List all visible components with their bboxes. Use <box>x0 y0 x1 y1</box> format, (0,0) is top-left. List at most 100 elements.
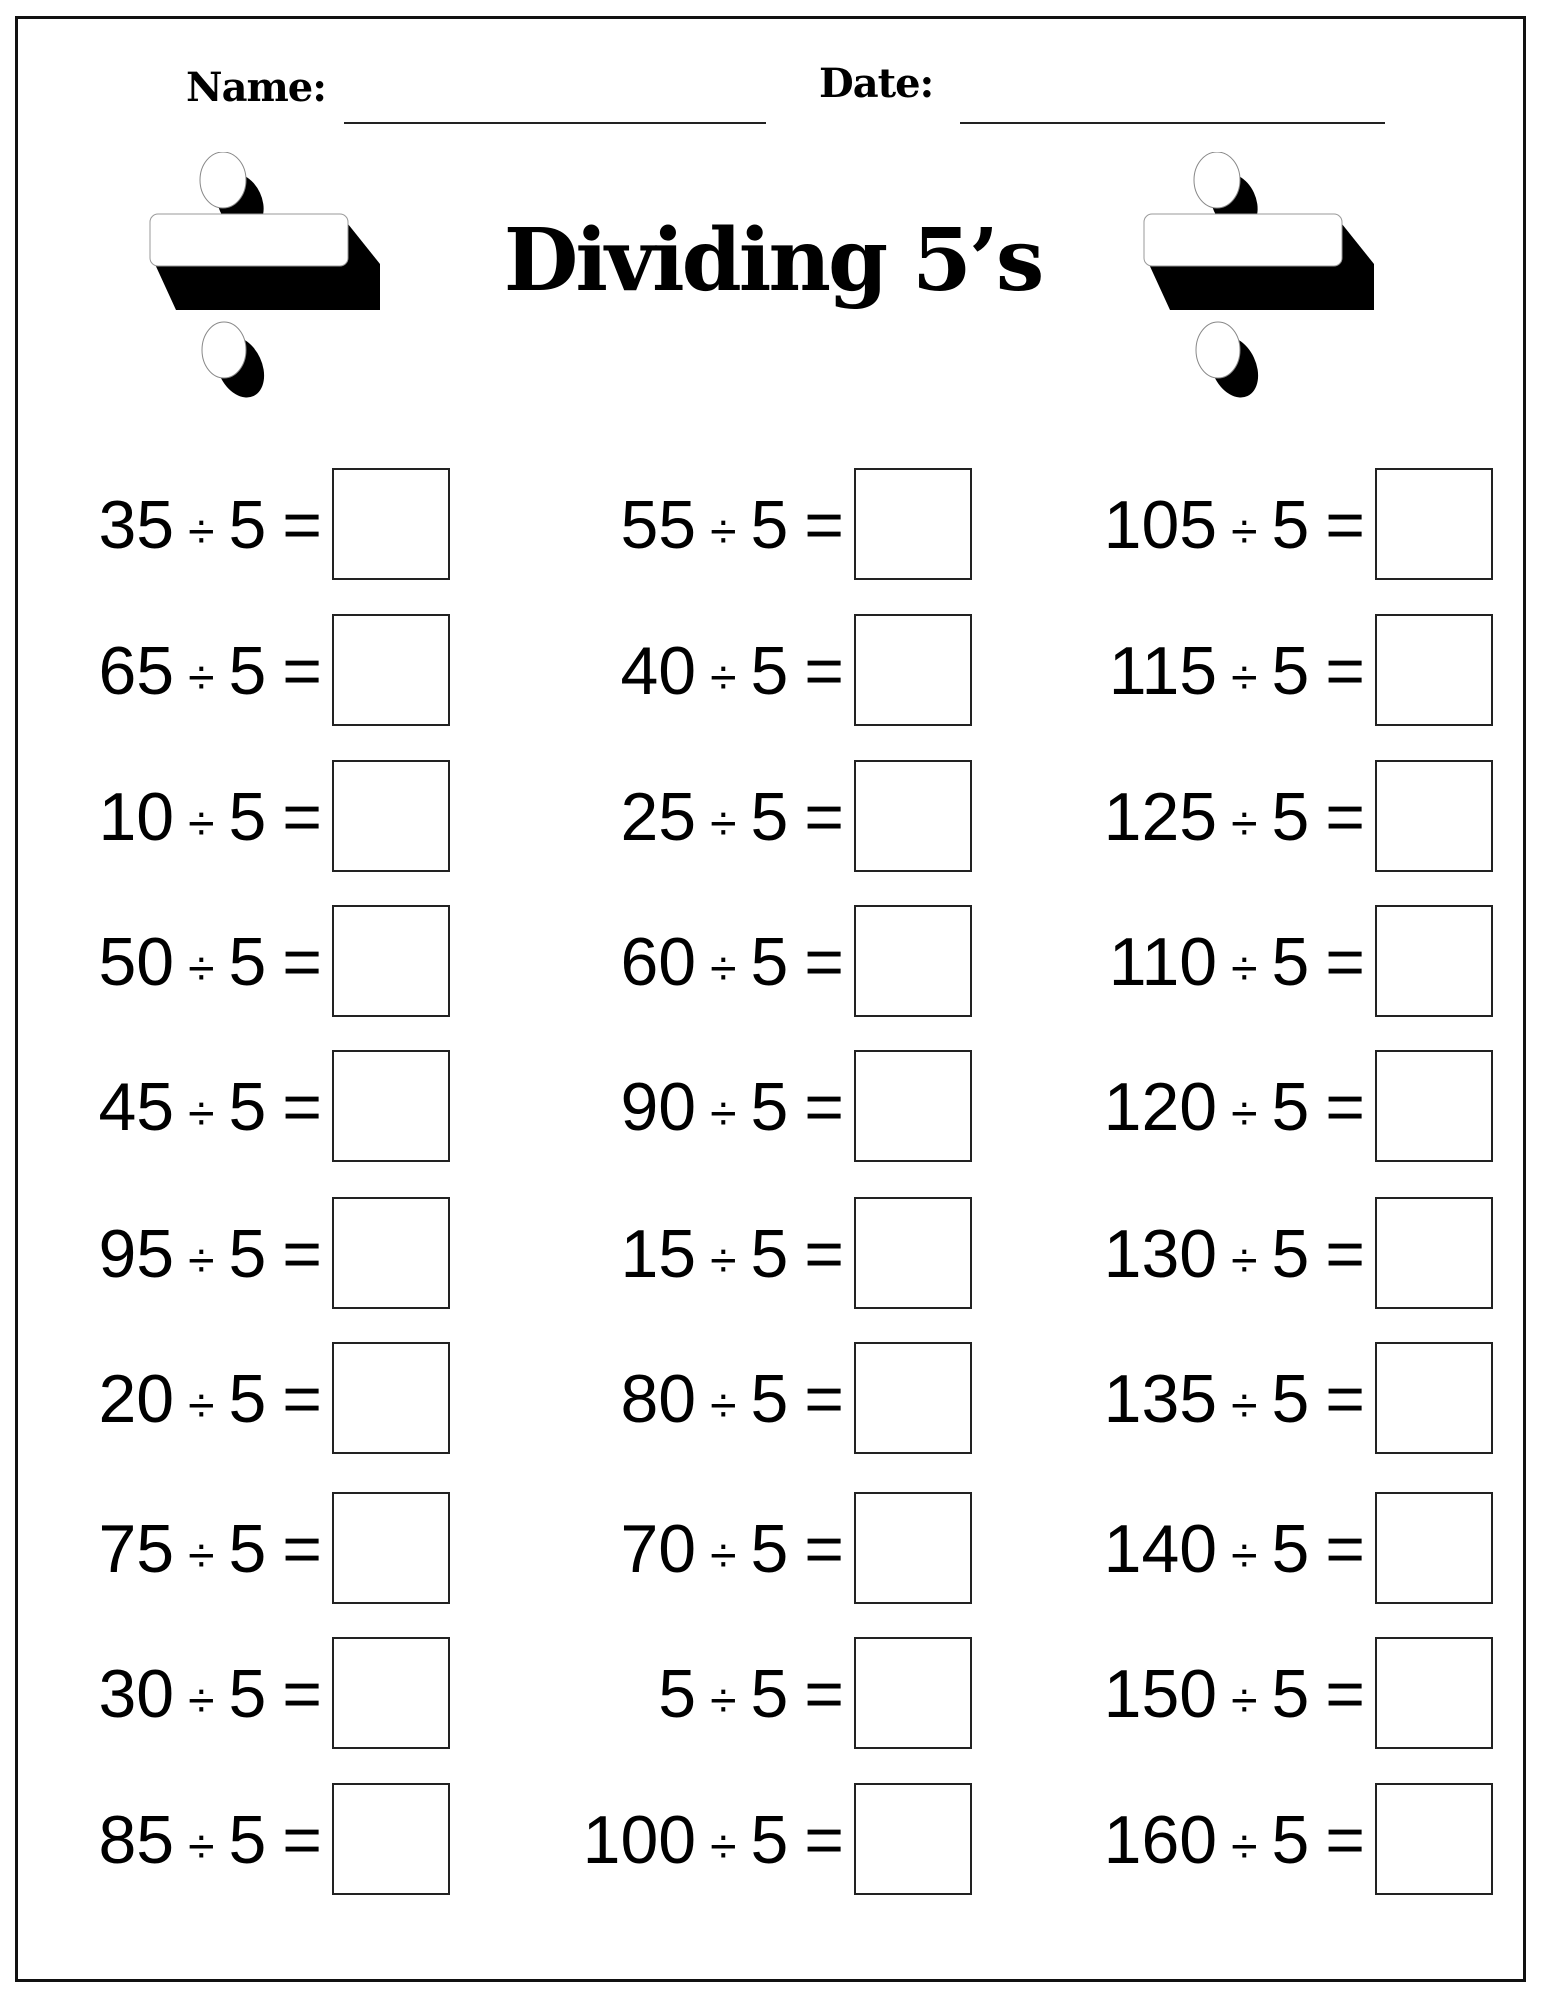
equals-sign: = <box>804 779 844 855</box>
answer-box[interactable] <box>854 905 972 1017</box>
equals-sign: = <box>282 779 322 855</box>
divide-sign: ÷ <box>710 1380 737 1433</box>
divisor: 5 <box>228 1656 267 1732</box>
divide-sign: ÷ <box>1231 652 1258 705</box>
dividend: 80 <box>620 1361 697 1437</box>
divisor: 5 <box>1271 1511 1310 1587</box>
answer-box[interactable] <box>332 760 450 872</box>
equals-sign: = <box>282 1656 322 1732</box>
dividend: 5 <box>658 1656 697 1732</box>
problem-item: 65 ÷ 5 = <box>10 614 450 728</box>
equals-sign: = <box>804 1069 844 1145</box>
dividend: 20 <box>98 1361 175 1437</box>
equals-sign: = <box>1325 779 1365 855</box>
answer-box[interactable] <box>1375 1492 1493 1604</box>
divide-sign: ÷ <box>710 506 737 559</box>
divide-sign: ÷ <box>1231 1530 1258 1583</box>
answer-box[interactable] <box>854 1342 972 1454</box>
answer-box[interactable] <box>854 1637 972 1749</box>
divide-sign: ÷ <box>1231 506 1258 559</box>
problem-item: 5 ÷ 5 = <box>532 1637 972 1751</box>
answer-box[interactable] <box>854 468 972 580</box>
equals-sign: = <box>804 1216 844 1292</box>
equals-sign: = <box>1325 1361 1365 1437</box>
answer-box[interactable] <box>332 1492 450 1604</box>
answer-box[interactable] <box>1375 1342 1493 1454</box>
divisor: 5 <box>750 1511 789 1587</box>
divisor: 5 <box>228 924 267 1000</box>
equals-sign: = <box>282 1216 322 1292</box>
dividend: 115 <box>1108 633 1218 709</box>
divide-sign: ÷ <box>1231 943 1258 996</box>
dividend: 40 <box>620 633 697 709</box>
problem-item: 100 ÷ 5 = <box>532 1783 972 1897</box>
answer-box[interactable] <box>854 614 972 726</box>
answer-box[interactable] <box>1375 468 1493 580</box>
problem-expression: 25 ÷ 5 = <box>620 778 844 856</box>
dividend: 45 <box>98 1069 175 1145</box>
answer-box[interactable] <box>332 1197 450 1309</box>
divide-sign: ÷ <box>188 1821 215 1874</box>
answer-box[interactable] <box>854 760 972 872</box>
divisor: 5 <box>750 487 789 563</box>
answer-box[interactable] <box>854 1050 972 1162</box>
dividend: 90 <box>620 1069 697 1145</box>
date-field[interactable] <box>960 122 1385 124</box>
problem-expression: 30 ÷ 5 = <box>98 1655 322 1733</box>
problem-expression: 75 ÷ 5 = <box>98 1510 322 1588</box>
answer-box[interactable] <box>332 1342 450 1454</box>
divisor: 5 <box>1271 1361 1310 1437</box>
equals-sign: = <box>804 924 844 1000</box>
divisor: 5 <box>228 1069 267 1145</box>
answer-box[interactable] <box>332 1783 450 1895</box>
answer-box[interactable] <box>1375 1783 1493 1895</box>
equals-sign: = <box>282 1802 322 1878</box>
dividend: 70 <box>620 1511 697 1587</box>
answer-box[interactable] <box>332 468 450 580</box>
divide-sign: ÷ <box>188 1675 215 1728</box>
equals-sign: = <box>282 1511 322 1587</box>
problem-item: 45 ÷ 5 = <box>10 1050 450 1164</box>
answer-box[interactable] <box>332 1637 450 1749</box>
dividend: 75 <box>98 1511 175 1587</box>
problem-item: 110 ÷ 5 = <box>1053 905 1493 1019</box>
divisor: 5 <box>1271 633 1310 709</box>
problem-expression: 40 ÷ 5 = <box>620 632 844 710</box>
divide-sign: ÷ <box>710 798 737 851</box>
name-label: Name: <box>186 64 327 111</box>
equals-sign: = <box>804 1511 844 1587</box>
answer-box[interactable] <box>1375 1050 1493 1162</box>
problem-expression: 150 ÷ 5 = <box>1104 1655 1365 1733</box>
problem-item: 30 ÷ 5 = <box>10 1637 450 1751</box>
problem-item: 115 ÷ 5 = <box>1053 614 1493 728</box>
problem-expression: 20 ÷ 5 = <box>98 1360 322 1438</box>
equals-sign: = <box>1325 1069 1365 1145</box>
divisor: 5 <box>228 1361 267 1437</box>
problem-expression: 60 ÷ 5 = <box>620 923 844 1001</box>
dividend: 135 <box>1103 1361 1218 1437</box>
divide-sign: ÷ <box>188 1530 215 1583</box>
equals-sign: = <box>282 924 322 1000</box>
answer-box[interactable] <box>1375 614 1493 726</box>
answer-box[interactable] <box>332 614 450 726</box>
answer-box[interactable] <box>332 1050 450 1162</box>
problem-expression: 15 ÷ 5 = <box>620 1215 844 1293</box>
dividend: 65 <box>98 633 175 709</box>
name-field[interactable] <box>344 122 766 124</box>
equals-sign: = <box>1325 1216 1365 1292</box>
answer-box[interactable] <box>332 905 450 1017</box>
answer-box[interactable] <box>1375 760 1493 872</box>
answer-box[interactable] <box>854 1492 972 1604</box>
answer-box[interactable] <box>854 1197 972 1309</box>
answer-box[interactable] <box>854 1783 972 1895</box>
answer-box[interactable] <box>1375 1197 1493 1309</box>
problem-expression: 35 ÷ 5 = <box>98 486 322 564</box>
divide-sign: ÷ <box>188 1235 215 1288</box>
divisor: 5 <box>1271 1802 1310 1878</box>
divide-sign: ÷ <box>1231 1821 1258 1874</box>
answer-box[interactable] <box>1375 905 1493 1017</box>
dividend: 100 <box>582 1802 697 1878</box>
problem-expression: 80 ÷ 5 = <box>620 1360 844 1438</box>
divide-sign: ÷ <box>1231 1088 1258 1141</box>
answer-box[interactable] <box>1375 1637 1493 1749</box>
